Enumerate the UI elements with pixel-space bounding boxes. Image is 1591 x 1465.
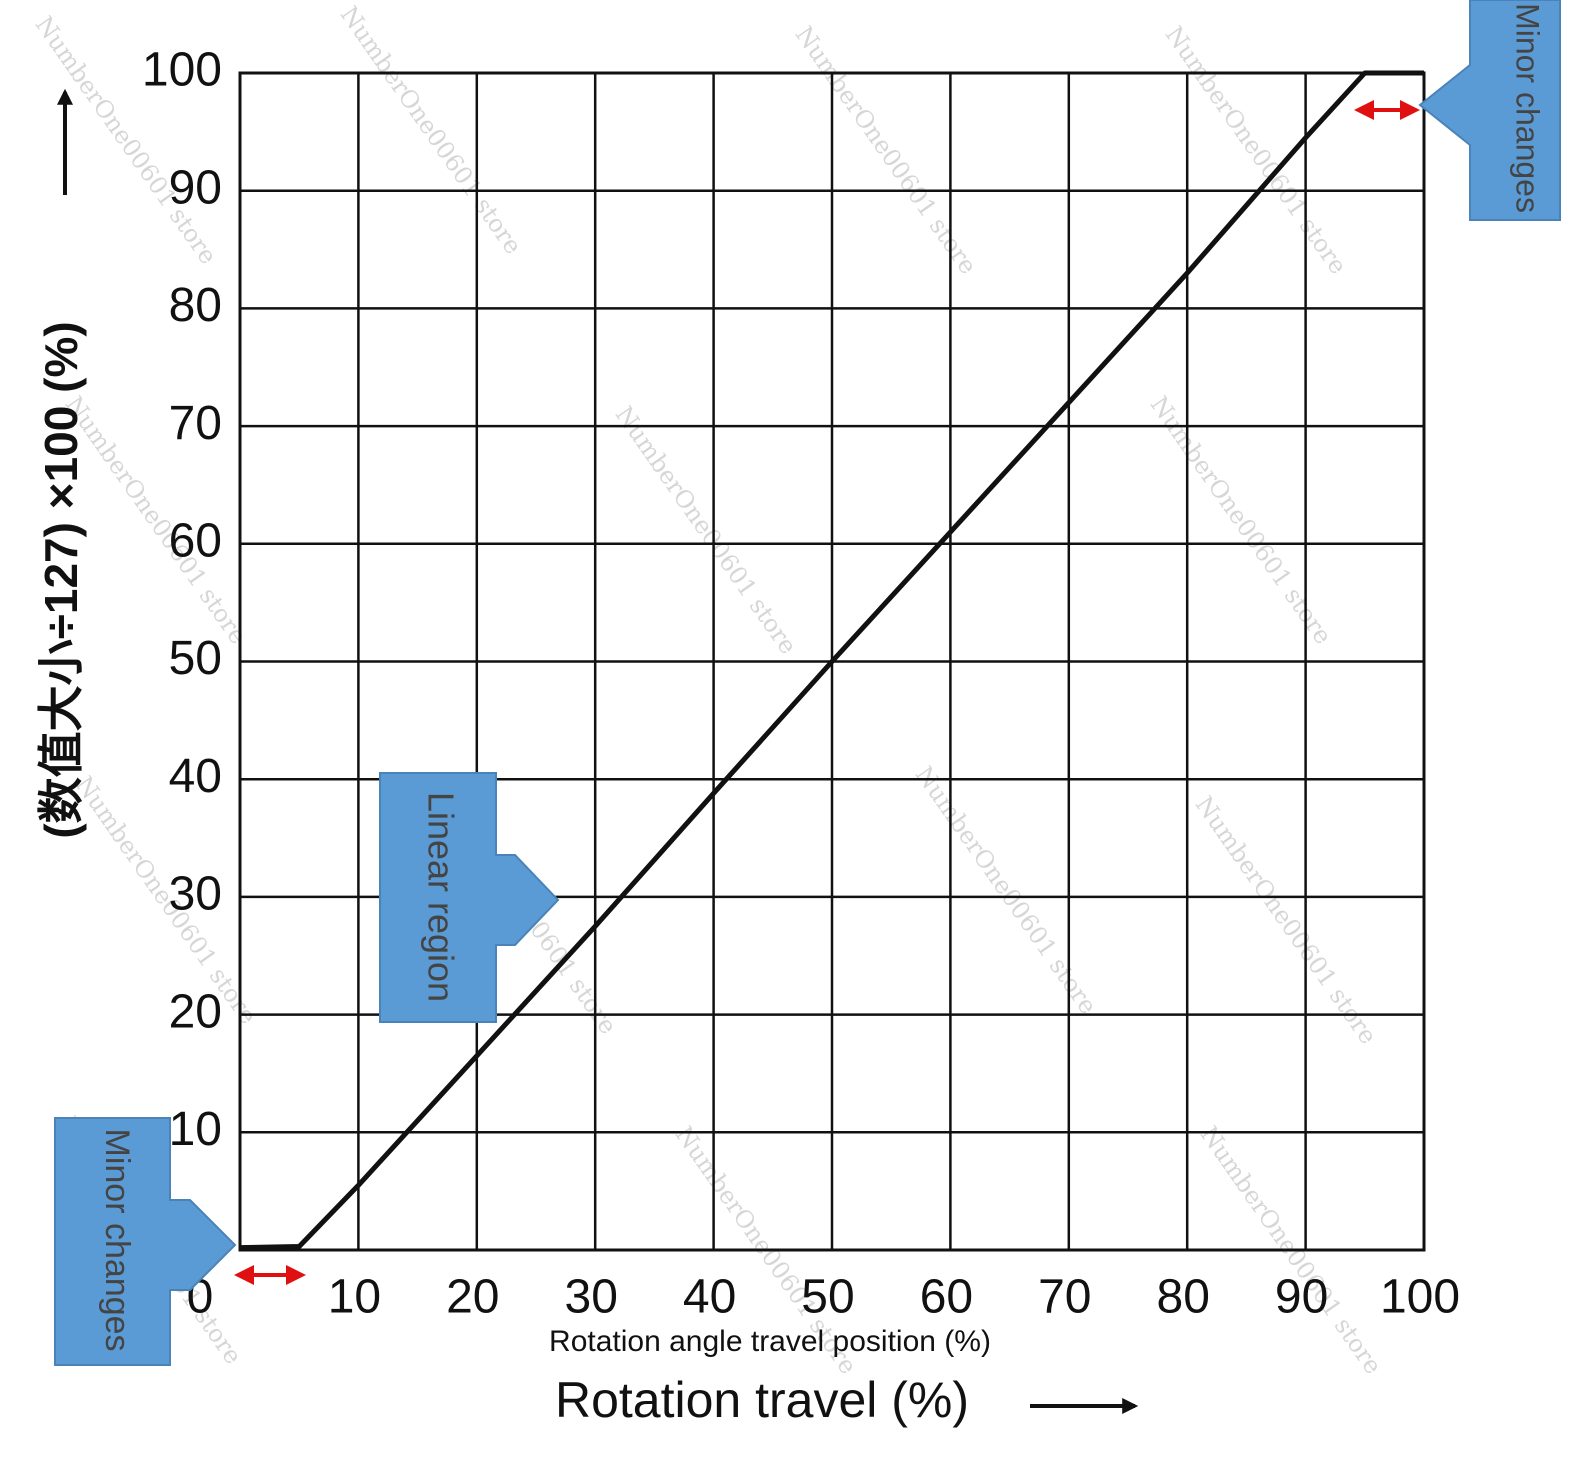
data-line [239,70,1424,1251]
watermark: NumberOne00601 store [790,21,983,279]
y-tick-label: 40 [169,750,222,803]
x-tick-label: 80 [1157,1271,1210,1324]
plot-frame [238,71,1426,1252]
watermark: NumberOne00601 store [910,761,1103,1019]
watermark: NumberOne00601 store [1160,21,1353,279]
watermark: NumberOne00601 store [335,1,528,259]
y-axis-label: (数值大小÷127) ×100 (%) [35,321,87,838]
watermark: NumberOne00601 store [70,771,263,1029]
x-tick-label: 40 [683,1271,736,1324]
x-tick-label: 70 [1038,1271,1091,1324]
x-axis-sublabel: Rotation angle travel position (%) [549,1325,991,1358]
x-tick-label: 60 [920,1271,973,1324]
x-tick-label: 50 [801,1271,854,1324]
watermark: NumberOne00601 store [610,401,803,659]
annotation: Minor changes [98,1128,136,1351]
x-tick-label: 10 [328,1271,381,1324]
y-tick-label: 60 [169,514,222,567]
y-tick-label: 50 [169,632,222,685]
x-tick-label: 30 [565,1271,618,1324]
y-tick-label: 30 [169,868,222,921]
watermark: NumberOne00601 store [60,391,253,649]
x-tick-label: 20 [446,1271,499,1324]
y-tick-label: 70 [169,397,222,450]
callout-box [54,1117,237,1366]
y-tick-label: 20 [169,985,222,1038]
x-axis-label: Rotation travel (%) [555,1372,969,1428]
y-tick-label: 90 [169,161,222,214]
watermark: NumberOne00601 store [1190,791,1383,1049]
x-tick-label: 90 [1275,1271,1328,1324]
y-tick-label: 10 [169,1103,222,1156]
annotation-layer: Minor changes Linear region Minor change… [54,0,1561,1366]
watermarks: NumberOne00601 store NumberOne00601 store… [30,1,1388,1379]
y-tick-label: 80 [169,279,222,332]
watermark: NumberOne00601 store [1145,391,1338,649]
y-tick-label: 100 [142,44,222,97]
annotation: Minor changes [1510,3,1546,213]
annotation: Linear region [420,792,461,1002]
x-tick-label: 100 [1380,1271,1460,1324]
callout-box [1418,0,1561,221]
callout-box [379,772,560,1023]
